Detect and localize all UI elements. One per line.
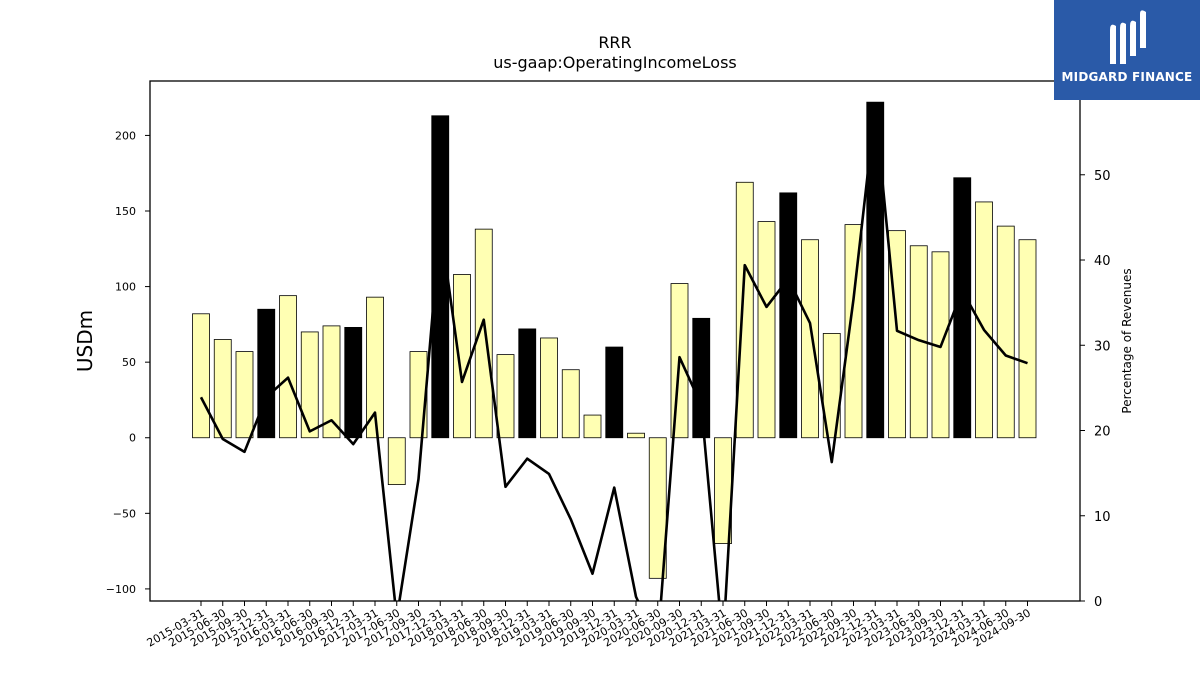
- midgard-logo-icon: [1110, 10, 1146, 65]
- bar-quarter: [561, 369, 580, 439]
- bar-quarter: [844, 224, 863, 439]
- bar-quarter: [975, 201, 993, 439]
- bar-quarter: [300, 331, 319, 439]
- y-tick-label-left: 200: [115, 129, 136, 142]
- y-axis-label-right: Percentage of Revenues: [1120, 268, 1134, 413]
- bar-quarter: [453, 274, 471, 439]
- bar-quarter: [192, 313, 210, 439]
- bar-quarter: [757, 221, 776, 439]
- chart-title: RRR: [598, 33, 631, 52]
- bar-annual: [257, 308, 276, 439]
- line-series-group: [199, 106, 1028, 601]
- brand-logo: MIDGARD FINANCE: [1054, 0, 1200, 100]
- y-tick-label-left: 50: [122, 356, 136, 369]
- bar-quarter: [366, 296, 384, 439]
- bar-quarter: [822, 333, 841, 439]
- bar-quarter: [496, 354, 515, 439]
- bar-annual: [692, 317, 711, 439]
- y-tick-label-left: 150: [115, 205, 136, 218]
- bar-quarter: [540, 337, 558, 439]
- y-tick-label-right: 50: [1094, 169, 1111, 184]
- y-tick-label-left: −100: [106, 583, 136, 596]
- bar-quarter: [1018, 239, 1037, 439]
- bar-quarter: [801, 239, 819, 439]
- y-tick-label-right: 30: [1094, 339, 1111, 354]
- plot-frame: [149, 80, 1081, 602]
- bar-quarter: [279, 295, 297, 439]
- bar-annual: [518, 328, 537, 439]
- bar-annual: [605, 346, 624, 439]
- bar-annual: [779, 192, 798, 439]
- y-tick-label-right: 0: [1094, 595, 1102, 610]
- bar-annual: [866, 101, 885, 439]
- y-tick-label-left: −50: [113, 507, 136, 520]
- y-tick-label-right: 10: [1094, 510, 1111, 525]
- bar-quarter: [583, 414, 602, 439]
- y-tick-label-right: 20: [1094, 425, 1111, 440]
- bar-annual: [344, 326, 363, 439]
- bar-quarter: [474, 228, 493, 439]
- y-axis-label-left: USDm: [73, 310, 97, 372]
- bar-quarter: [387, 437, 406, 486]
- bar-quarter: [648, 437, 667, 579]
- bar-quarter: [213, 339, 232, 439]
- bar-series: [192, 101, 1037, 579]
- bar-quarter: [735, 181, 754, 439]
- y-tick-label-left: 0: [129, 432, 136, 445]
- bar-quarter: [235, 351, 254, 439]
- brand-name: MIDGARD FINANCE: [1061, 70, 1193, 84]
- y-tick-label-right: 40: [1094, 254, 1111, 269]
- bar-quarter: [322, 325, 341, 439]
- y-tick-label-left: 100: [115, 281, 136, 294]
- chart-subtitle: us-gaap:OperatingIncomeLoss: [493, 53, 737, 72]
- line-series: [199, 106, 1028, 601]
- bar-quarter: [996, 225, 1015, 439]
- bar-quarter: [627, 432, 645, 439]
- plot-area: −100−50050100150200010203040502015-03-31…: [106, 80, 1111, 650]
